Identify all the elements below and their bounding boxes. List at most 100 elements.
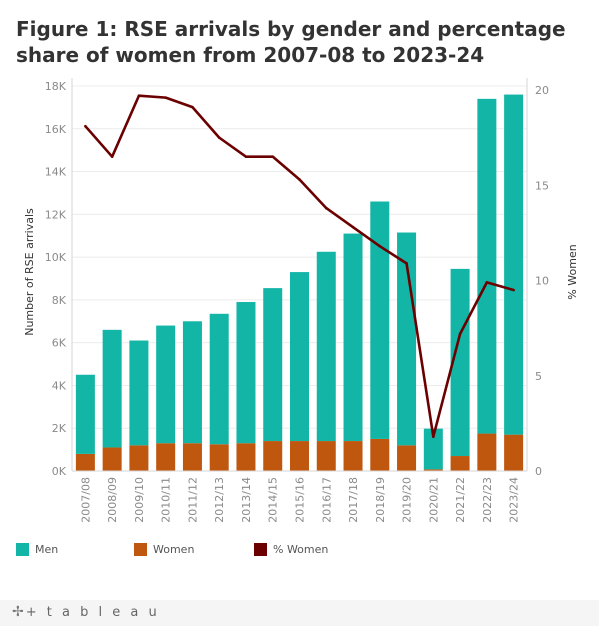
x-tick-label: 2013/14: [240, 477, 253, 523]
legend-item-men[interactable]: Men: [16, 543, 58, 556]
x-tick-label: 2016/17: [320, 477, 333, 523]
pct-women-point: [137, 94, 141, 98]
y2-tick-label: 10: [535, 275, 549, 288]
pct-women-swatch: [254, 543, 267, 556]
pct-women-point: [217, 136, 221, 139]
x-tick-label: 2021/22: [454, 477, 467, 523]
bar-women: [129, 445, 149, 471]
legend-item-women[interactable]: Women: [134, 543, 194, 556]
bar-women: [370, 438, 390, 471]
pct-women-point: [458, 332, 462, 336]
footer-bar: ✢ + t a b l e a u: [0, 600, 599, 626]
men-swatch: [16, 543, 29, 556]
y-tick-label: 10K: [45, 251, 67, 264]
line-series: [84, 94, 515, 439]
y2-axis-title: % Women: [566, 244, 579, 299]
y-tick-label: 12K: [45, 208, 67, 221]
x-tick-label: 2012/13: [213, 477, 226, 523]
x-tick-label: 2018/19: [374, 477, 387, 523]
bar-women: [397, 445, 417, 471]
legend-item-pct-women[interactable]: % Women: [254, 543, 328, 556]
y-tick-label: 4K: [52, 379, 67, 392]
bar-men: [263, 288, 283, 442]
bar-men: [156, 325, 176, 444]
pct-women-point: [164, 96, 167, 99]
bar-men: [129, 340, 149, 446]
bar-men: [236, 302, 256, 444]
x-tick-label: 2023/24: [508, 477, 521, 523]
y2-tick-label: 15: [535, 179, 549, 192]
x-tick-label: 2014/15: [267, 477, 280, 523]
pct-women-point: [324, 206, 328, 210]
y2-tick-label: 5: [535, 370, 542, 383]
pct-women-point: [298, 178, 301, 181]
bars: [75, 94, 524, 471]
bar-women: [263, 441, 283, 471]
bar-men: [370, 201, 390, 439]
x-tick-label: 2008/09: [106, 477, 119, 523]
y-axis-title: Number of RSE arrivals: [23, 208, 36, 336]
pct-women-point: [432, 435, 435, 439]
legend-label-men: Men: [35, 543, 59, 556]
pct-women-point: [351, 225, 355, 229]
x-tick-label: 2007/08: [79, 477, 92, 523]
bar-women: [450, 456, 470, 471]
bar-men: [504, 94, 524, 435]
right-axis: 0 5 10 15 20: [526, 78, 549, 478]
y-tick-label: 8K: [52, 294, 67, 307]
bar-men: [343, 233, 363, 442]
bar-women: [477, 433, 497, 471]
bar-women: [236, 443, 256, 471]
tableau-logo-text: + t a b l e a u: [25, 604, 160, 620]
y-tick-label: 2K: [52, 422, 67, 435]
bar-women: [423, 469, 443, 471]
chart-title: Figure 1: RSE arrivals by gender and per…: [16, 17, 566, 67]
bar-men: [209, 313, 229, 445]
bar-men: [102, 329, 122, 448]
bar-women: [343, 441, 363, 471]
x-tick-label: 2011/12: [186, 477, 199, 523]
y2-tick-label: 20: [535, 84, 549, 97]
pct-women-point: [378, 244, 382, 248]
legend-label-women: Women: [153, 543, 195, 556]
bar-men: [450, 268, 470, 457]
bar-women: [290, 441, 309, 471]
pct-women-point: [244, 155, 248, 158]
legend: Men Women % Women: [16, 543, 576, 559]
bar-women: [504, 434, 524, 471]
y-tick-label: 16K: [45, 123, 67, 136]
x-tick-label: 2019/20: [401, 477, 414, 523]
pct-women-point: [405, 262, 408, 265]
x-tick-label: 2022/23: [481, 477, 494, 523]
tableau-logo[interactable]: ✢ + t a b l e a u: [12, 604, 160, 620]
y-tick-label: 0K: [52, 465, 67, 478]
y-tick-label: 6K: [52, 337, 67, 350]
pct-women-point: [512, 288, 515, 292]
x-tick-label: 2015/16: [294, 477, 307, 523]
y-tick-label: 14K: [45, 166, 67, 179]
bar-men: [75, 374, 95, 454]
y2-tick-label: 0: [535, 465, 542, 478]
pct-women-point: [271, 155, 275, 158]
pct-women-point: [485, 281, 489, 284]
bar-women: [209, 444, 229, 471]
chart-area[interactable]: 0K 2K 4K 6K 8K 10K 12K 14K 16K 18K 0 5 10 15 20 2007/…: [0, 0, 599, 540]
y-tick-label: 18K: [45, 80, 67, 93]
bar-women: [75, 453, 95, 471]
x-tick-label: 2009/10: [133, 477, 146, 523]
x-tick-label: 2010/11: [160, 477, 173, 523]
women-swatch: [134, 543, 147, 556]
bar-women: [182, 443, 202, 471]
legend-label-pct-women: % Women: [273, 543, 329, 556]
pct-women-point: [191, 105, 194, 109]
x-tick-label: 2017/18: [347, 477, 360, 523]
pct-women-point: [84, 124, 87, 128]
pct-women-point: [110, 155, 114, 158]
left-axis: 0K 2K 4K 6K 8K 10K 12K 14K 16K 18K: [45, 78, 73, 478]
bar-women: [102, 447, 122, 471]
tableau-logo-icon: ✢: [12, 604, 24, 620]
x-tick-label: 2020/21: [427, 477, 440, 523]
bar-men: [290, 272, 309, 442]
x-axis: 2007/08 2008/09 2009/10 2010/11 2011/12 2012/…: [72, 470, 527, 523]
bar-women: [316, 441, 336, 471]
